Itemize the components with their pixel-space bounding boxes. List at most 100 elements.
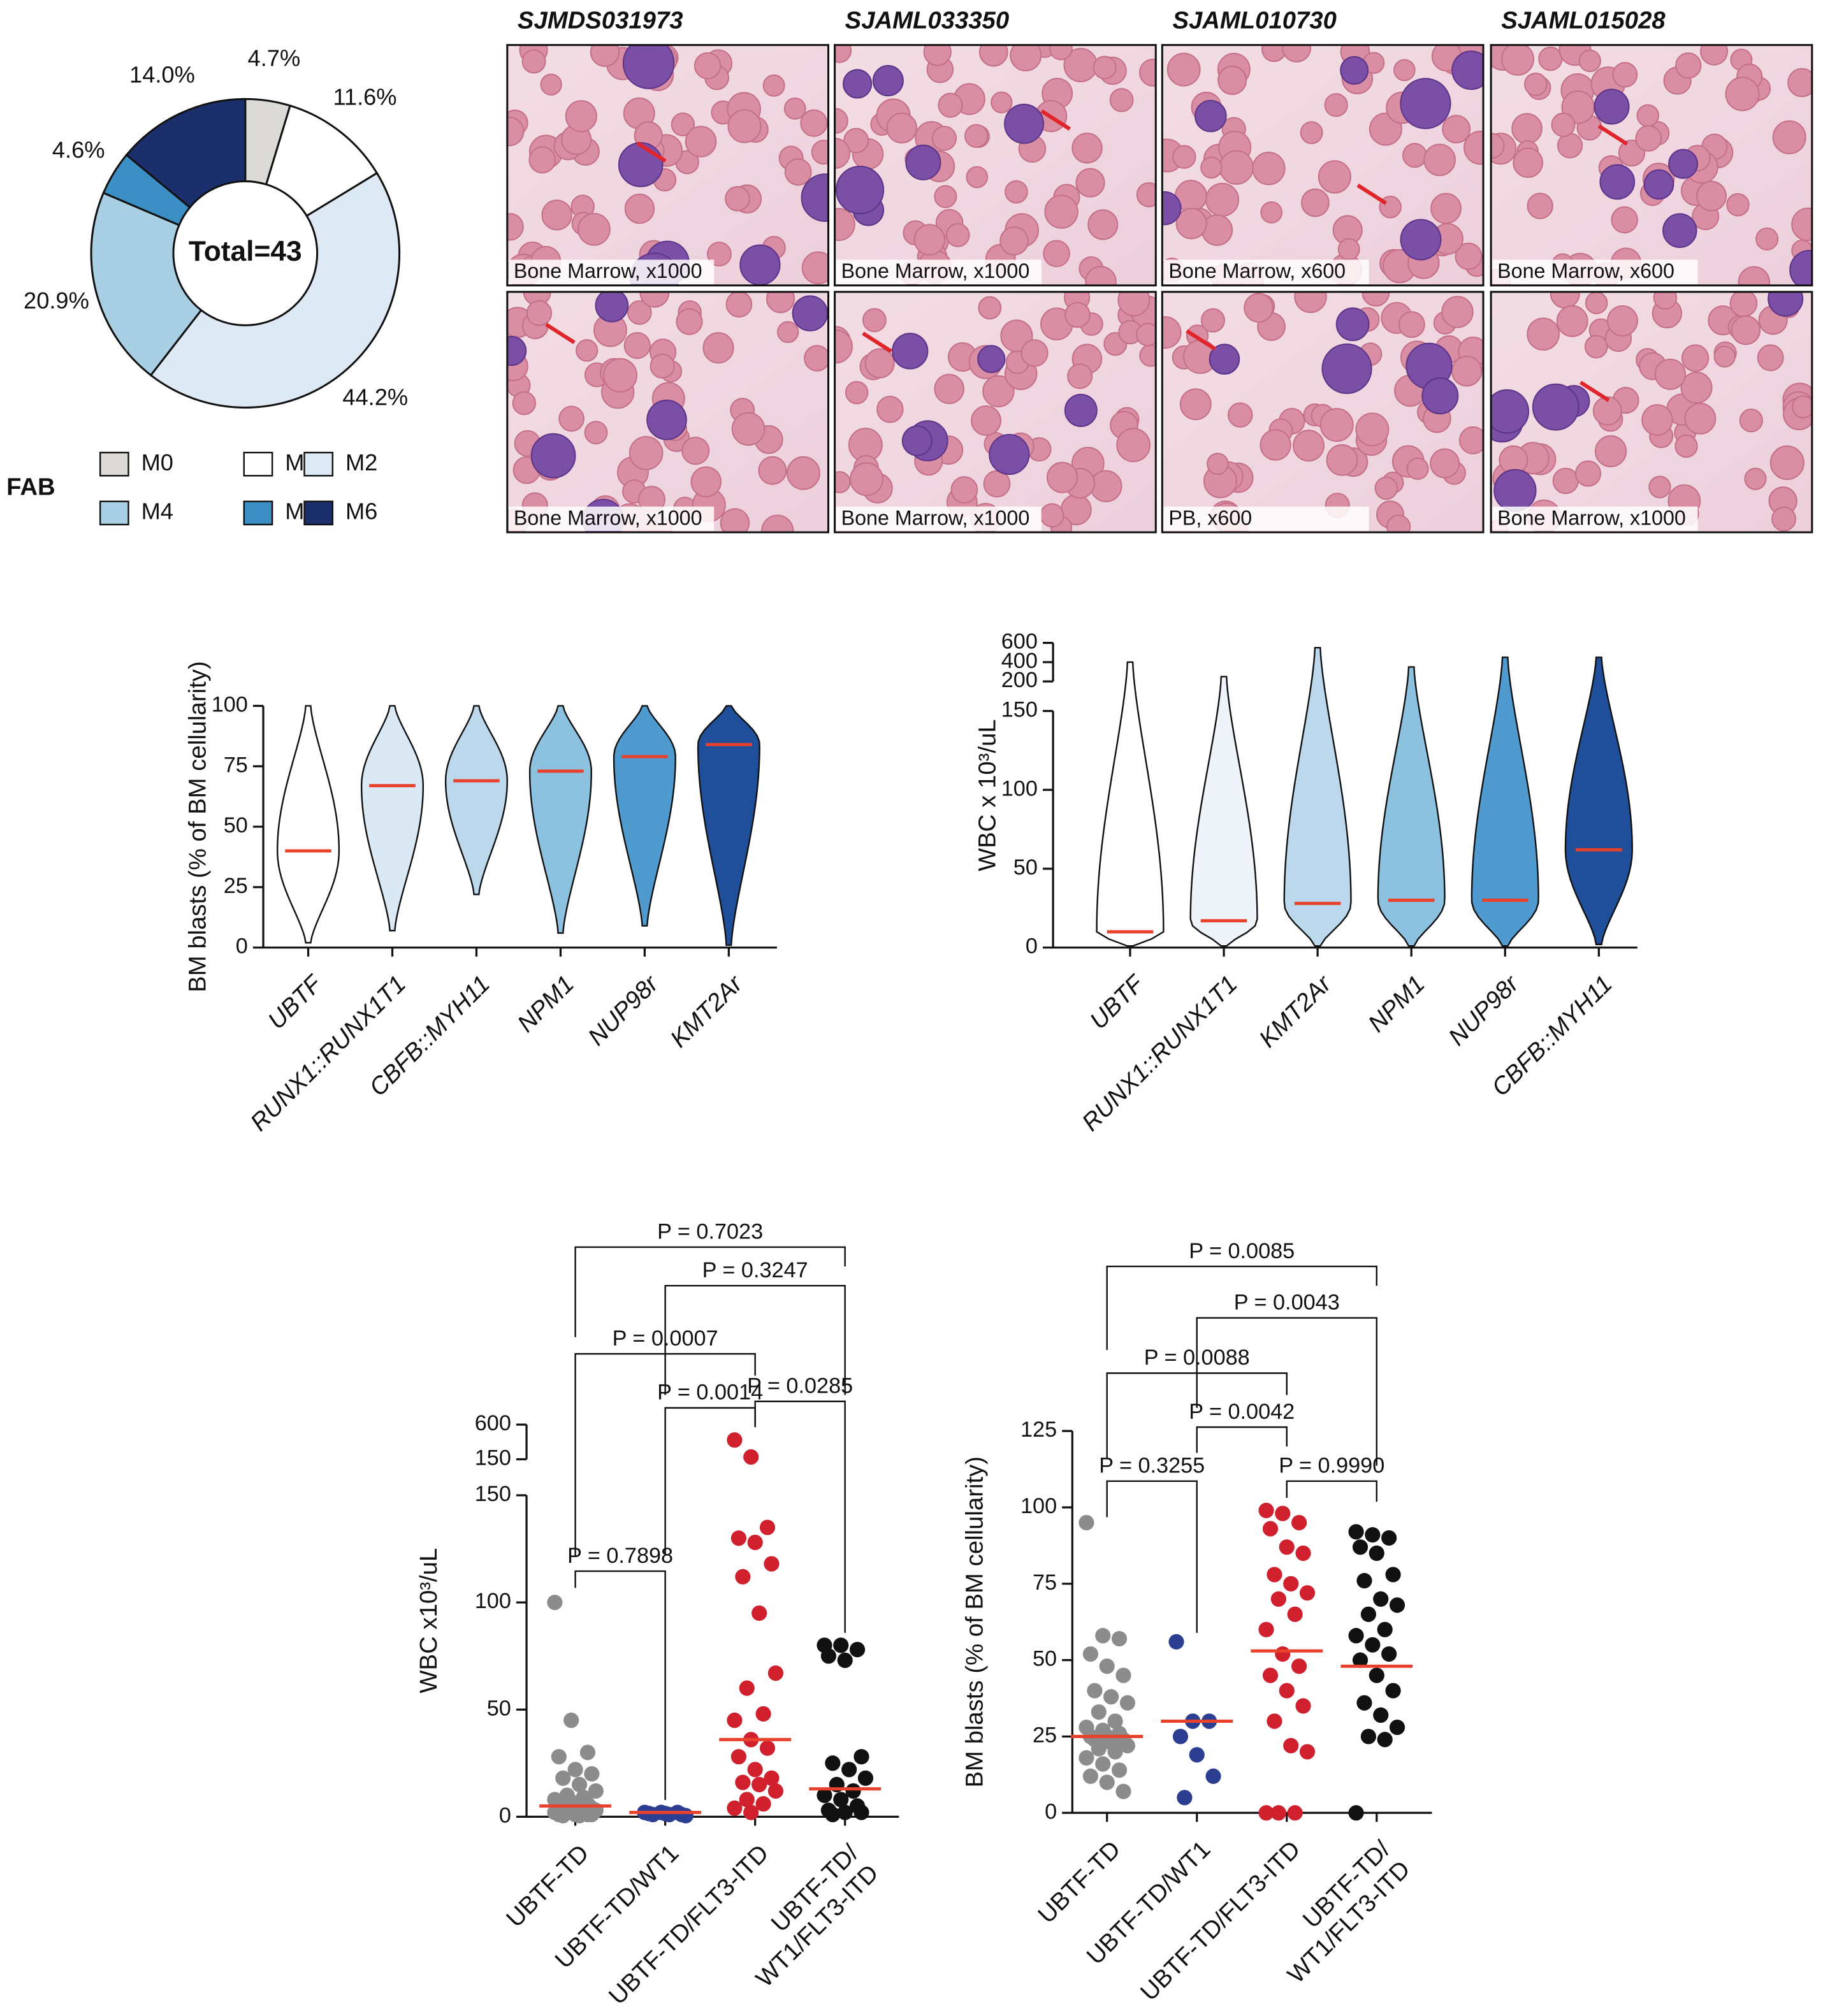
red-cell <box>966 166 989 189</box>
red-cell <box>1611 206 1638 234</box>
data-point <box>727 1432 743 1448</box>
data-point <box>747 1534 763 1551</box>
p-value: P = 0.9990 <box>1279 1454 1384 1478</box>
red-cell <box>834 208 855 242</box>
x-tick-label: UBTF-TD <box>501 1839 594 1933</box>
red-cell <box>950 476 978 504</box>
red-cell <box>628 436 664 470</box>
red-cell <box>834 471 851 493</box>
micrograph-frame <box>834 44 1157 287</box>
p-value: P = 0.0043 <box>1234 1290 1340 1314</box>
red-cell <box>982 375 1015 408</box>
x-tick-label: NPM1 <box>512 970 579 1038</box>
legend-swatch <box>303 451 334 477</box>
micrograph-frame <box>1490 291 1813 533</box>
data-point <box>1275 1505 1291 1521</box>
red-cell <box>1319 408 1354 442</box>
micrograph-caption: Bone Marrow, x1000 <box>1497 506 1686 529</box>
red-cell <box>1680 372 1713 404</box>
cells <box>507 45 829 286</box>
red-cell <box>964 124 989 148</box>
cells <box>834 45 1156 286</box>
legend-swatch <box>303 500 334 526</box>
cells <box>1491 291 1812 533</box>
blast-cell <box>1668 149 1699 179</box>
arrow <box>1186 329 1216 351</box>
data-point <box>1299 1744 1316 1760</box>
red-cell <box>801 251 829 285</box>
blast-cell <box>1195 99 1227 133</box>
legend-swatch <box>99 451 129 477</box>
red-cell <box>1635 125 1662 152</box>
red-cell <box>1244 293 1274 323</box>
comparison-bracket <box>574 1570 666 1801</box>
red-cell <box>1527 192 1553 219</box>
slice-label: 14.0% <box>129 62 195 88</box>
micrograph-caption: Bone Marrow, x1000 <box>841 506 1030 529</box>
red-cell <box>1713 345 1736 368</box>
data-point <box>1270 1805 1286 1821</box>
violin <box>1096 661 1165 947</box>
data-point <box>1360 1606 1376 1622</box>
red-cell <box>1326 444 1358 476</box>
red-cell <box>1136 182 1156 208</box>
data-point <box>1262 1667 1279 1683</box>
data-point <box>1377 1621 1393 1637</box>
blast-cell <box>1532 383 1579 431</box>
blast-cell <box>835 165 885 215</box>
y-tick-label: 0 <box>236 934 248 959</box>
data-point <box>1352 1539 1369 1555</box>
red-cell <box>1046 461 1078 493</box>
micrograph-frame <box>1161 291 1485 533</box>
data-point <box>833 1792 849 1808</box>
red-cell <box>1674 434 1698 458</box>
blast-cell <box>843 69 873 99</box>
data-point <box>767 1665 783 1681</box>
donut-center-label: Total=43 <box>189 236 302 267</box>
red-cell <box>720 508 750 533</box>
blast-cell <box>1400 219 1442 261</box>
blast-cell <box>1400 78 1451 129</box>
red-cell <box>1200 308 1225 333</box>
violin <box>528 705 592 934</box>
x-tick-label: KMT2Ar <box>1254 969 1337 1053</box>
legend-label: M4 <box>142 498 173 524</box>
data-point <box>764 1556 780 1572</box>
x-tick-label: RUNX1::RUNX1T1 <box>1077 970 1242 1136</box>
blast-cell <box>1421 377 1459 415</box>
sample-title: SJMDS031973 <box>518 6 683 34</box>
violin <box>360 705 425 932</box>
red-cell <box>777 321 799 344</box>
arrow <box>862 331 892 353</box>
x-tick-label: NUP98r <box>1443 969 1525 1051</box>
red-cell <box>1010 45 1042 71</box>
data-point <box>1103 1689 1119 1705</box>
data-point <box>1119 1737 1136 1753</box>
violin <box>1189 676 1258 947</box>
legend-title: FAB <box>6 474 55 501</box>
data-point <box>752 1776 767 1793</box>
red-cell <box>1398 311 1425 338</box>
y-axis-label: BM blasts (% of BM cellularity) <box>184 661 211 992</box>
comparison-bracket <box>1106 1480 1198 1633</box>
red-cell <box>507 213 524 241</box>
data-point <box>1385 1683 1401 1699</box>
x-tick-label: RUNX1::RUNX1T1 <box>245 970 411 1136</box>
violin <box>697 705 760 946</box>
data-point <box>1107 1744 1123 1760</box>
y-tick-label: 75 <box>1033 1570 1057 1595</box>
red-cell <box>1726 192 1750 217</box>
blast-cell <box>739 244 781 286</box>
red-cell <box>1738 266 1771 286</box>
data-point <box>584 1806 600 1823</box>
red-cell <box>923 45 952 66</box>
caption-bg <box>508 259 715 284</box>
data-point <box>759 1740 776 1756</box>
blast-cell <box>1451 50 1484 91</box>
micrograph-frame <box>506 44 830 287</box>
red-cell <box>702 332 734 364</box>
arrow <box>1040 109 1071 131</box>
data-point <box>1352 1652 1369 1668</box>
red-cell <box>1757 344 1784 372</box>
red-cell <box>1406 457 1429 480</box>
